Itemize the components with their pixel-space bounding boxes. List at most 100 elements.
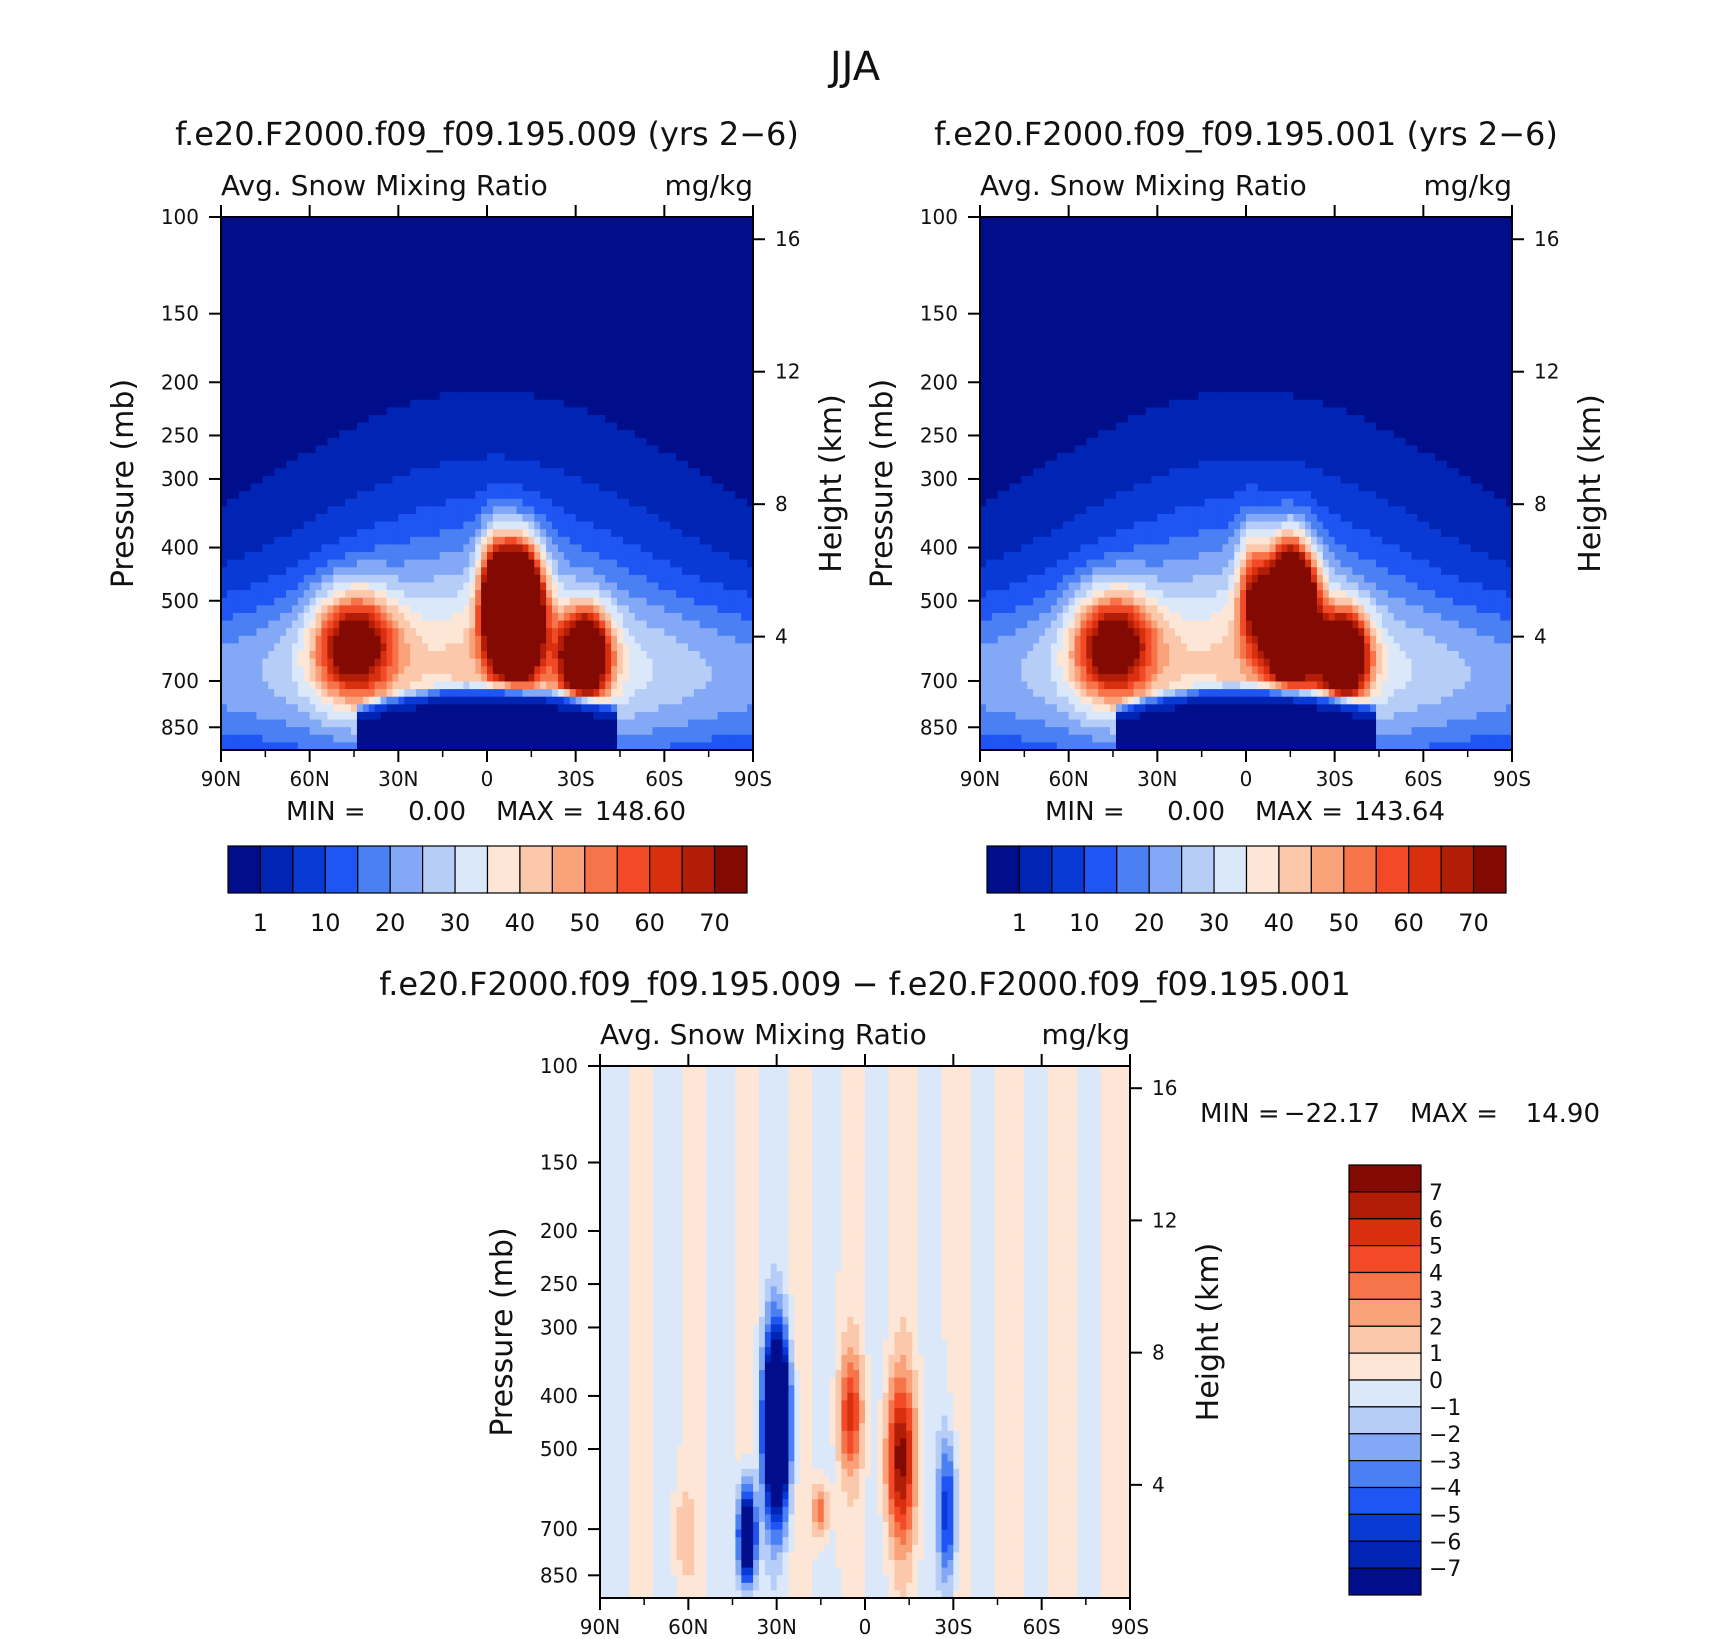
field-cell bbox=[593, 711, 600, 721]
field-cell bbox=[421, 239, 429, 249]
field-cell bbox=[244, 742, 252, 750]
field-cell bbox=[563, 635, 571, 644]
field-cell bbox=[380, 323, 388, 332]
field-cell bbox=[451, 354, 459, 363]
field-cell bbox=[593, 559, 600, 568]
field-cell bbox=[445, 217, 453, 226]
field-cell bbox=[611, 224, 618, 233]
field-cell bbox=[457, 574, 464, 584]
field-cell bbox=[392, 506, 399, 515]
field-cell bbox=[327, 475, 334, 485]
field-cell bbox=[457, 498, 464, 507]
field-cell bbox=[504, 612, 512, 622]
field-cell bbox=[451, 651, 459, 660]
field-cell bbox=[563, 711, 571, 721]
field-cell bbox=[238, 346, 246, 355]
field-cell bbox=[345, 300, 352, 309]
field-cell bbox=[392, 300, 399, 309]
field-cell bbox=[410, 727, 417, 736]
field-cell bbox=[634, 483, 642, 492]
field-cell bbox=[563, 361, 571, 370]
field-cell bbox=[274, 544, 281, 553]
field-cell bbox=[634, 643, 642, 652]
field-cell bbox=[534, 376, 541, 386]
field-cell bbox=[528, 742, 535, 750]
field-cell bbox=[451, 491, 459, 500]
field-cell bbox=[469, 453, 476, 462]
field-cell bbox=[416, 384, 423, 393]
field-cell bbox=[238, 658, 246, 667]
field-cell bbox=[487, 582, 494, 591]
field-cell bbox=[611, 506, 618, 515]
field-cell bbox=[380, 689, 388, 698]
field-cell bbox=[540, 445, 547, 454]
field-cell bbox=[463, 323, 470, 332]
field-cell bbox=[540, 270, 547, 279]
field-cell bbox=[362, 453, 370, 462]
field-cell bbox=[552, 331, 559, 340]
field-cell bbox=[380, 376, 388, 386]
field-cell bbox=[481, 430, 488, 439]
field-cell bbox=[268, 361, 275, 370]
field-cell bbox=[463, 689, 470, 698]
field-cell bbox=[374, 224, 382, 233]
field-cell bbox=[333, 582, 340, 591]
field-cell bbox=[280, 392, 287, 401]
field-cell bbox=[487, 521, 494, 530]
field-cell bbox=[469, 323, 476, 332]
field-cell bbox=[622, 384, 630, 393]
field-cell bbox=[569, 217, 577, 226]
field-cell bbox=[617, 696, 624, 705]
field-cell bbox=[421, 338, 429, 348]
field-cell bbox=[611, 430, 618, 439]
field-cell bbox=[504, 719, 512, 728]
field-cell bbox=[622, 620, 630, 629]
field-cell bbox=[469, 491, 476, 500]
field-cell bbox=[433, 346, 441, 355]
field-cell bbox=[546, 217, 553, 226]
field-cell bbox=[475, 407, 482, 416]
field-cell bbox=[552, 612, 559, 622]
field-cell bbox=[504, 430, 512, 439]
field-cell bbox=[303, 552, 311, 561]
field-cell bbox=[628, 734, 636, 743]
field-cell bbox=[309, 574, 317, 584]
field-cell bbox=[433, 544, 441, 553]
field-cell bbox=[546, 483, 553, 492]
field-cell bbox=[569, 635, 577, 644]
field-cell bbox=[528, 696, 535, 705]
field-cell bbox=[528, 734, 535, 743]
field-cell bbox=[575, 331, 583, 340]
field-cell bbox=[557, 468, 565, 477]
field-cell bbox=[244, 270, 252, 279]
field-cell bbox=[362, 651, 370, 660]
field-cell bbox=[315, 513, 323, 523]
field-cell bbox=[315, 552, 323, 561]
field-cell bbox=[416, 323, 423, 332]
field-cell bbox=[262, 536, 269, 546]
field-cell bbox=[451, 696, 459, 705]
field-cell bbox=[380, 574, 388, 584]
field-cell bbox=[315, 567, 323, 576]
field-cell bbox=[522, 338, 529, 348]
field-cell bbox=[522, 308, 529, 317]
field-cell bbox=[498, 521, 506, 530]
field-cell bbox=[268, 293, 275, 302]
field-cell bbox=[345, 574, 352, 584]
field-cell bbox=[256, 384, 263, 393]
field-cell bbox=[622, 376, 630, 386]
field-cell bbox=[510, 323, 518, 332]
field-cell bbox=[351, 407, 358, 416]
field-cell bbox=[404, 262, 411, 271]
field-cell bbox=[339, 597, 346, 606]
field-cell bbox=[268, 247, 275, 256]
field-cell bbox=[250, 232, 258, 241]
field-cell bbox=[546, 567, 553, 576]
field-cell bbox=[587, 369, 594, 378]
field-cell bbox=[268, 696, 275, 705]
field-cell bbox=[634, 407, 642, 416]
field-cell bbox=[321, 635, 328, 644]
field-cell bbox=[481, 239, 488, 249]
field-cell bbox=[534, 232, 541, 241]
field-cell bbox=[386, 315, 394, 325]
